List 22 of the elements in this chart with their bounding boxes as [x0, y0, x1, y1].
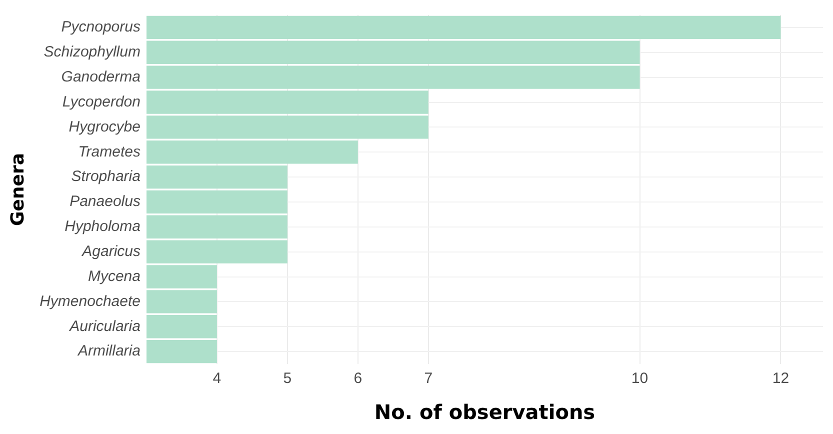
y-tick-label: Hypholoma — [64, 218, 140, 236]
y-tick-label: Pycnoporus — [61, 18, 141, 36]
y-tick-label: Schizophyllum — [44, 44, 140, 61]
y-tick-label: Auricularia — [68, 318, 140, 335]
x-axis-title: No. of observations — [374, 400, 596, 424]
y-tick-label: Lycoperdon — [62, 93, 140, 110]
x-tick-label: 4 — [212, 370, 222, 388]
y-tick-label: Stropharia — [71, 168, 140, 186]
y-tick-label: Mycena — [88, 268, 140, 285]
x-tick-label: 7 — [424, 370, 433, 388]
y-tick-label: Hygrocybe — [68, 118, 140, 136]
x-tick-label: 6 — [354, 370, 362, 388]
y-tick-label: Panaeolus — [70, 193, 141, 210]
y-tick-label: Ganoderma — [61, 68, 140, 86]
y-tick-label: Armillaria — [76, 342, 140, 360]
y-axis-title: Genera — [7, 152, 28, 226]
x-tick-label: 5 — [283, 370, 292, 388]
x-tick-label: 10 — [631, 370, 648, 388]
y-tick-label: Trametes — [78, 143, 141, 160]
x-tick-label: 12 — [772, 370, 790, 388]
y-tick-label: Agaricus — [81, 242, 141, 260]
y-tick-label: Hymenochaete — [40, 292, 140, 310]
